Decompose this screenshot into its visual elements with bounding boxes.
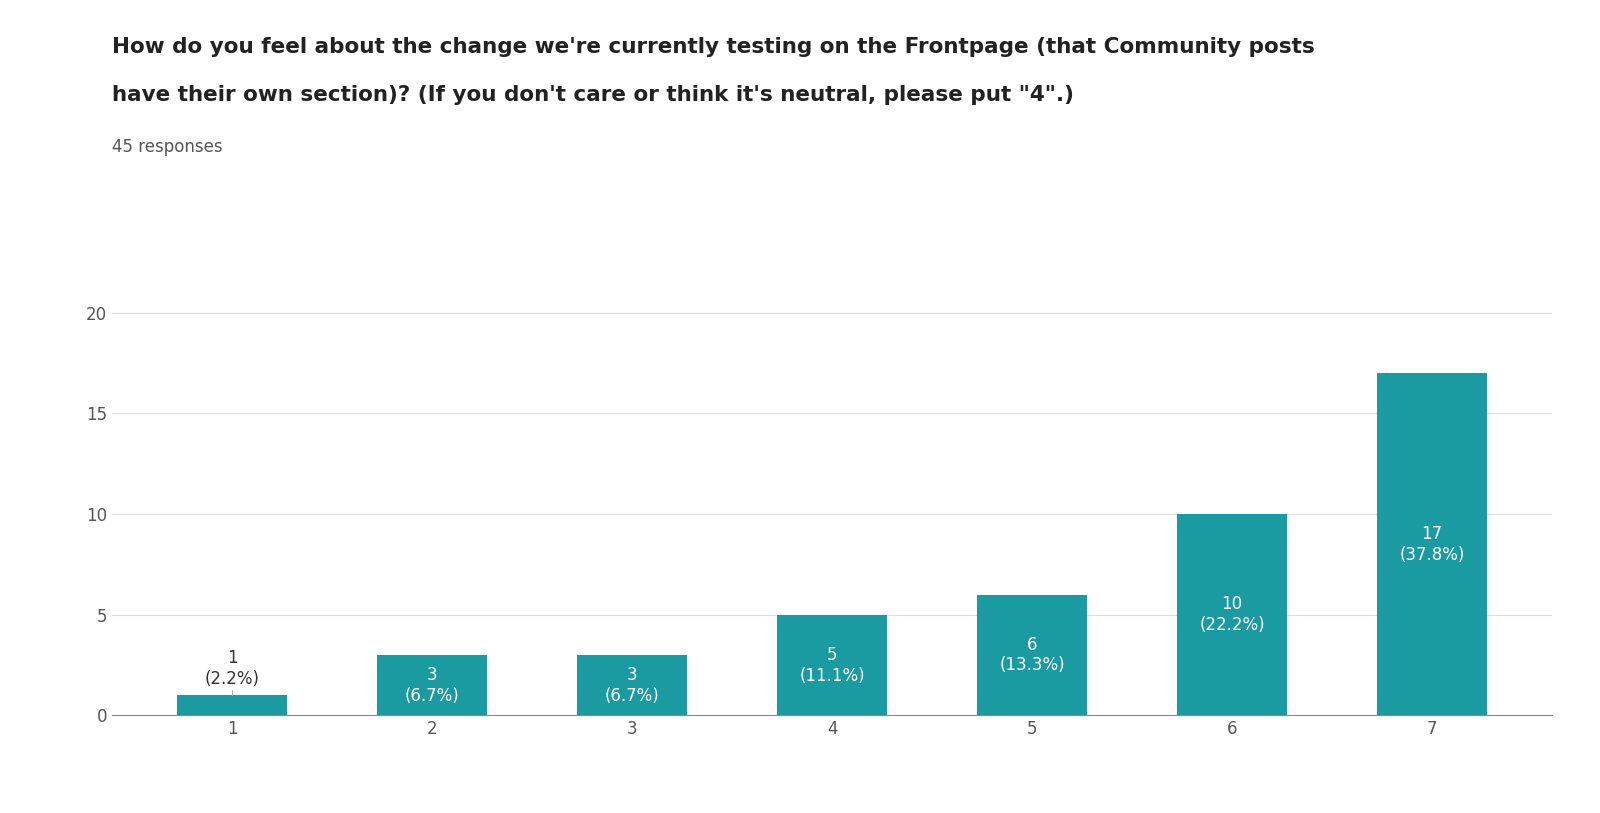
Bar [778,615,886,715]
Text: 3
(6.7%): 3 (6.7%) [405,666,459,705]
Text: 17
(37.8%): 17 (37.8%) [1400,525,1464,563]
Bar [378,655,486,715]
Bar [978,594,1086,715]
Text: 3
(6.7%): 3 (6.7%) [605,666,659,705]
Text: 1
(2.2%): 1 (2.2%) [205,650,259,689]
Bar [1178,514,1286,715]
Bar [178,695,286,715]
Text: 45 responses: 45 responses [112,138,222,156]
Bar [1378,373,1486,715]
Text: have their own section)? (If you don't care or think it's neutral, please put "4: have their own section)? (If you don't c… [112,85,1074,106]
Text: 6
(13.3%): 6 (13.3%) [998,636,1066,675]
Text: How do you feel about the change we're currently testing on the Frontpage (that : How do you feel about the change we're c… [112,37,1315,57]
Text: 5
(11.1%): 5 (11.1%) [798,646,866,685]
Text: 10
(22.2%): 10 (22.2%) [1198,595,1266,634]
Bar [578,655,686,715]
